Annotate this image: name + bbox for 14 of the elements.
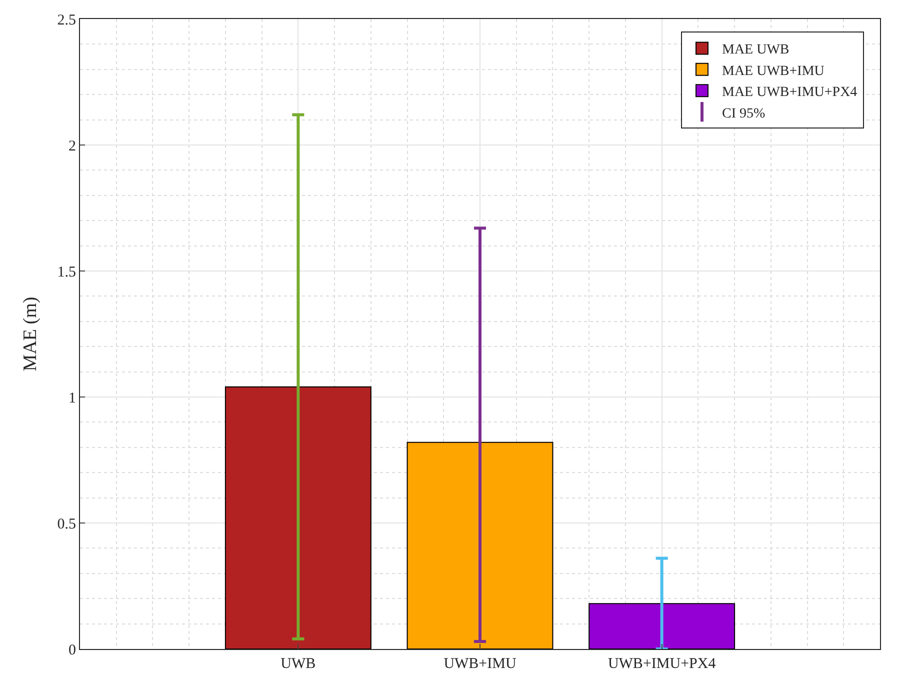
y-tick-label: 2.5 bbox=[57, 12, 76, 28]
y-tick-label: 0 bbox=[68, 642, 76, 658]
y-tick-label: 0.5 bbox=[57, 516, 76, 532]
x-tick-label: UWB+IMU bbox=[444, 656, 516, 672]
legend-label: MAE UWB bbox=[722, 42, 790, 58]
x-tick-label: UWB bbox=[280, 656, 316, 672]
y-tick-label: 1 bbox=[68, 390, 76, 406]
legend-label: MAE UWB+IMU bbox=[722, 64, 824, 79]
y-axis-title: MAE (m) bbox=[20, 296, 42, 372]
y-tick-label: 1.5 bbox=[57, 264, 76, 280]
y-tick-label: 2 bbox=[68, 138, 76, 154]
legend-label: CI 95% bbox=[722, 106, 766, 122]
legend-label: MAE UWB+IMU+PX4 bbox=[722, 85, 858, 100]
x-tick-label: UWB+IMU+PX4 bbox=[608, 656, 716, 672]
